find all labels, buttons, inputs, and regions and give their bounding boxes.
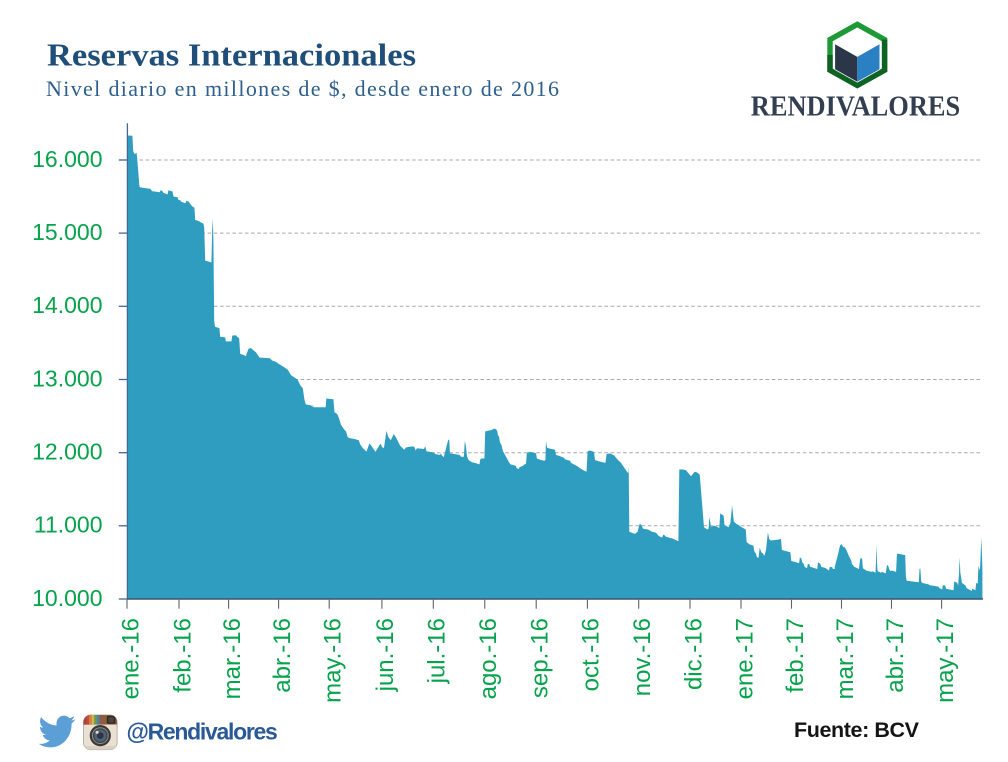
svg-text:14.000: 14.000 (32, 292, 102, 318)
svg-text:jul.-16: jul.-16 (424, 618, 451, 684)
svg-text:sep.-16: sep.-16 (527, 618, 554, 698)
svg-text:12.000: 12.000 (32, 439, 102, 465)
svg-text:nov.-16: nov.-16 (629, 618, 656, 696)
svg-text:dic.-16: dic.-16 (680, 618, 707, 690)
svg-text:mar.-17: mar.-17 (832, 618, 859, 699)
svg-text:11.000: 11.000 (34, 512, 103, 538)
svg-text:13.000: 13.000 (32, 365, 102, 391)
svg-text:Reservas Internacionales: Reservas Internacionales (47, 37, 416, 73)
svg-text:10.000: 10.000 (32, 585, 102, 611)
svg-text:mar.-16: mar.-16 (219, 618, 246, 699)
svg-text:abr.-16: abr.-16 (269, 618, 296, 693)
svg-text:RENDIVALORES: RENDIVALORES (751, 91, 961, 122)
svg-text:Fuente: BCV: Fuente: BCV (794, 718, 920, 742)
svg-text:may.-16: may.-16 (320, 618, 347, 703)
svg-text:jun.-16: jun.-16 (372, 618, 399, 692)
svg-text:may.-17: may.-17 (932, 618, 959, 703)
svg-text:ene.-17: ene.-17 (731, 618, 758, 699)
svg-text:feb.-17: feb.-17 (782, 618, 809, 693)
svg-text:feb.-16: feb.-16 (169, 618, 196, 693)
svg-text:oct.-16: oct.-16 (578, 618, 605, 691)
svg-text:abr.-17: abr.-17 (882, 618, 909, 693)
svg-text:ene.-16: ene.-16 (117, 618, 144, 699)
svg-text:ago.-16: ago.-16 (475, 618, 502, 699)
svg-text:@Rendivalores: @Rendivalores (127, 719, 277, 745)
svg-text:16.000: 16.000 (32, 146, 102, 172)
svg-text:Nivel diario en millones de $,: Nivel diario en millones de $, desde ene… (46, 76, 559, 101)
svg-text:15.000: 15.000 (32, 219, 102, 245)
